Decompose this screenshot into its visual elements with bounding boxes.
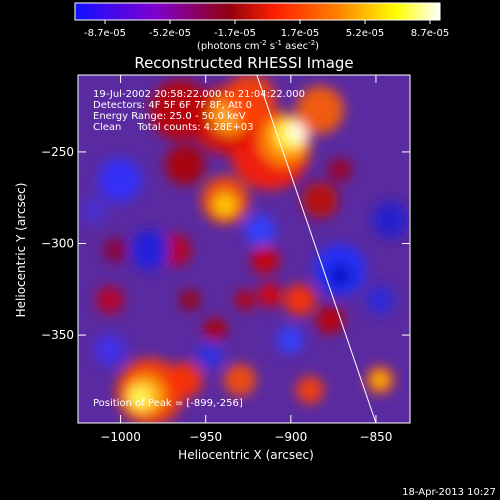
intensity-blob	[288, 122, 308, 142]
intensity-blob	[130, 230, 170, 270]
colorbar-tick-label: 5.2e-05	[346, 28, 384, 39]
intensity-blob	[328, 158, 352, 182]
colorbar: -8.7e-05 -5.2e-05 -1.7e-05 1.7e-05 5.2e-05 8.…	[74, 2, 449, 52]
intensity-blob	[235, 290, 255, 310]
intensity-blob	[296, 86, 344, 134]
solar-limb-line	[256, 75, 377, 423]
intensity-blob	[224, 364, 256, 396]
intensity-blob	[251, 246, 279, 274]
annotation-time: 19-Jul-2002 20:58:22.000 to 21:04:22.000	[93, 89, 305, 100]
intensity-blob	[258, 283, 282, 307]
image-panel	[78, 75, 410, 423]
x-axis: −1000 −950 −900 −850	[100, 75, 392, 444]
colorbar-gradient	[74, 2, 441, 21]
intensity-blob	[167, 362, 203, 398]
annotation-detectors: Detectors: 4F 5F 6F 7F 8F, Att 0	[93, 100, 252, 111]
intensity-blob	[81, 196, 109, 224]
colorbar-tick-label: 1.7e-05	[281, 28, 319, 39]
x-tick-label: −900	[274, 430, 307, 444]
intensity-blob	[316, 306, 344, 334]
intensity-blob	[94, 334, 126, 366]
intensity-blob	[180, 290, 200, 310]
intensity-blob	[96, 286, 124, 314]
x-tick-label: −850	[359, 430, 392, 444]
intensity-blob	[150, 80, 210, 140]
y-axis-label: Heliocentric Y (arcsec)	[14, 183, 28, 318]
intensity-blob	[372, 202, 408, 238]
colorbar-tick-label: -8.7e-05	[84, 28, 126, 39]
y-axis: −250 −300 −350	[41, 145, 410, 342]
annotation-clean: Clean Total counts: 4.28E+03	[93, 122, 253, 133]
colorbar-tick-label: -1.7e-05	[214, 28, 256, 39]
render-timestamp: 18-Apr-2013 10:27	[402, 487, 496, 498]
intensity-blob	[224, 75, 276, 126]
intensity-blob	[103, 238, 127, 262]
intensity-blob	[296, 376, 324, 404]
intensity-blob	[366, 286, 394, 314]
chart-title: Reconstructed RHESSI Image	[134, 54, 353, 72]
y-tick-label: −250	[41, 145, 74, 159]
y-tick-label: −350	[41, 328, 74, 342]
peak-position-label: Position of Peak = [-899,-256]	[93, 398, 243, 409]
intensity-blob	[328, 263, 352, 287]
intensity-blob	[196, 341, 224, 369]
intensity-blob	[165, 145, 205, 185]
x-tick-label: −950	[189, 430, 222, 444]
annotation-energy: Energy Range: 25.0 - 50.0 keV	[93, 111, 246, 122]
intensity-blob	[213, 193, 237, 217]
intensity-blob	[203, 318, 227, 342]
x-tick-label: −1000	[100, 430, 141, 444]
intensity-blob	[244, 214, 276, 246]
plot-frame	[77, 74, 411, 424]
y-tick-label: −300	[41, 237, 74, 251]
intensity-blob	[128, 386, 152, 410]
intensity-blob	[373, 373, 387, 387]
colorbar-ticks: -8.7e-05 -5.2e-05 -1.7e-05 1.7e-05 5.2e-05 8.…	[84, 20, 449, 39]
intensity-blob	[276, 326, 304, 354]
colorbar-units: (photons cm-2 s-1 asec-2)	[197, 39, 319, 52]
annotation-block: 19-Jul-2002 20:58:22.000 to 21:04:22.000…	[93, 89, 305, 409]
colorbar-tick-label: -5.2e-05	[149, 28, 191, 39]
intensity-blob	[284, 284, 316, 316]
intensity-blob	[302, 182, 338, 218]
intensity-blob	[98, 158, 142, 202]
colorbar-tick-label: 8.7e-05	[411, 28, 449, 39]
x-axis-label: Heliocentric X (arcsec)	[178, 448, 314, 462]
